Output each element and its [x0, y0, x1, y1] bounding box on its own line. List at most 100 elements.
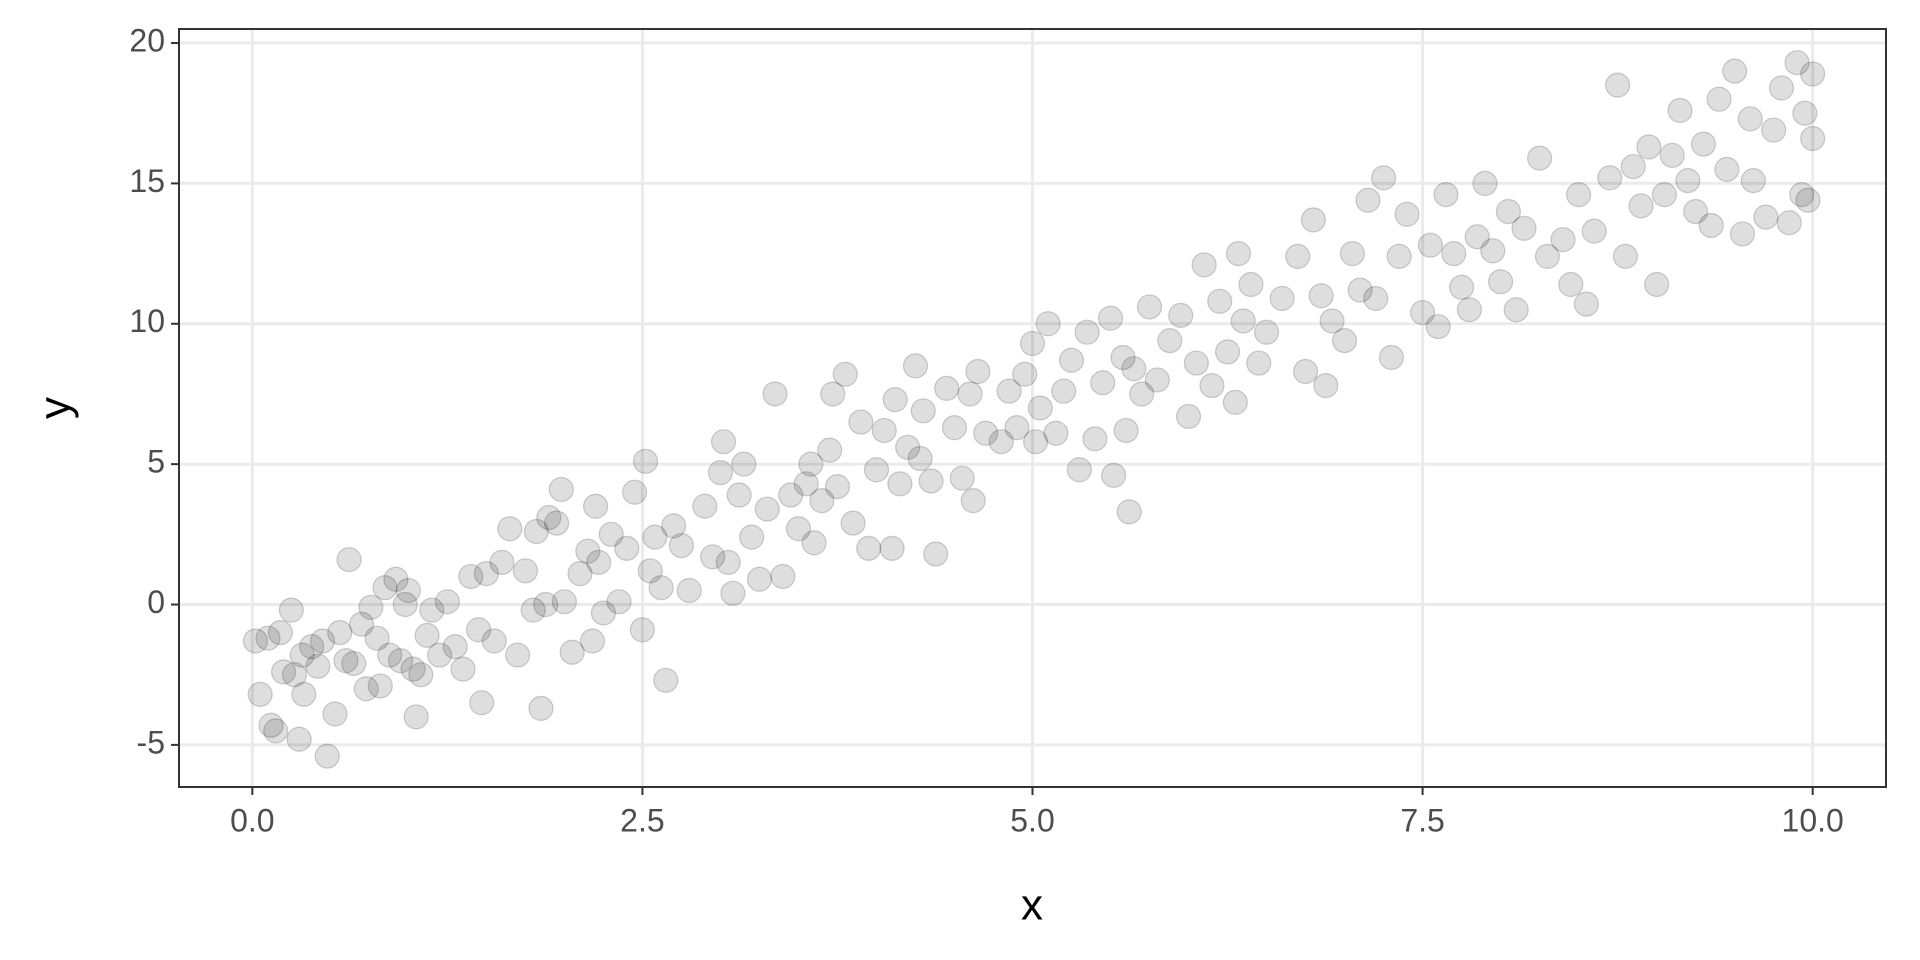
- point: [1101, 462, 1127, 488]
- point: [1558, 271, 1584, 298]
- point: [637, 558, 663, 584]
- points: [242, 50, 1826, 769]
- point: [520, 597, 546, 623]
- point: [559, 639, 585, 665]
- point: [579, 628, 606, 654]
- point: [798, 451, 824, 477]
- point: [1222, 389, 1248, 415]
- point: [1448, 274, 1475, 300]
- grid: [179, 29, 1886, 787]
- point: [1636, 134, 1662, 160]
- point: [1698, 212, 1724, 239]
- point: [305, 653, 331, 679]
- point: [1464, 224, 1490, 250]
- point: [642, 524, 668, 550]
- point: [333, 648, 359, 674]
- point: [247, 681, 273, 707]
- point: [1472, 170, 1498, 197]
- point: [1714, 156, 1740, 182]
- point: [497, 516, 523, 542]
- point: [1776, 210, 1802, 236]
- point: [614, 535, 640, 561]
- point: [289, 642, 315, 668]
- point: [469, 690, 495, 716]
- point: [832, 361, 858, 387]
- point: [1144, 367, 1170, 393]
- point: [267, 619, 294, 646]
- point: [887, 471, 913, 497]
- point: [949, 465, 975, 491]
- y-tick-label: -5: [137, 724, 165, 760]
- point: [1433, 182, 1459, 208]
- point: [1651, 182, 1678, 208]
- point: [400, 656, 426, 682]
- point: [824, 474, 851, 500]
- point: [543, 510, 570, 536]
- point: [1319, 308, 1345, 334]
- point: [1480, 238, 1506, 264]
- point: [762, 381, 788, 407]
- x-tick-label: 0.0: [230, 802, 274, 838]
- point: [512, 558, 538, 584]
- point: [809, 488, 835, 514]
- point: [1183, 350, 1209, 376]
- point: [1495, 198, 1522, 225]
- point: [353, 676, 379, 702]
- point: [902, 353, 929, 379]
- point: [632, 448, 659, 474]
- point: [1800, 61, 1826, 87]
- point: [358, 594, 384, 620]
- point: [1659, 142, 1685, 168]
- point: [1157, 328, 1183, 354]
- point: [1789, 182, 1815, 208]
- point: [941, 415, 968, 441]
- point: [1214, 339, 1241, 365]
- point: [590, 600, 617, 626]
- x-tick-label: 5.0: [1010, 802, 1054, 838]
- point: [1023, 429, 1049, 455]
- point: [278, 597, 304, 623]
- point: [1355, 187, 1381, 213]
- point: [1683, 198, 1709, 225]
- point: [1308, 283, 1334, 309]
- point: [1331, 328, 1358, 354]
- point: [1035, 311, 1061, 337]
- point: [1573, 291, 1600, 317]
- point: [372, 575, 398, 601]
- point: [314, 743, 340, 769]
- point: [1043, 420, 1069, 446]
- point: [1051, 378, 1077, 404]
- point: [1456, 297, 1482, 323]
- point: [1409, 299, 1436, 326]
- point: [1004, 415, 1030, 441]
- point: [918, 468, 944, 494]
- point: [1737, 106, 1763, 132]
- point: [281, 662, 308, 688]
- point: [1612, 243, 1639, 269]
- point: [739, 524, 765, 550]
- point: [1113, 417, 1139, 444]
- point: [1074, 319, 1100, 345]
- point: [1175, 403, 1202, 430]
- point: [960, 488, 986, 514]
- point: [622, 479, 648, 505]
- point: [848, 409, 874, 435]
- point: [1597, 165, 1623, 191]
- point: [322, 701, 348, 727]
- point: [1706, 86, 1732, 112]
- point: [291, 681, 317, 707]
- point: [533, 591, 559, 618]
- point: [1121, 356, 1147, 382]
- point: [450, 656, 476, 682]
- point: [1800, 125, 1826, 152]
- point: [1116, 499, 1142, 525]
- point: [1292, 358, 1319, 385]
- x-tick-label: 10.0: [1782, 802, 1844, 838]
- point: [583, 493, 609, 519]
- y-axis-title: y: [31, 397, 80, 419]
- point: [856, 535, 882, 561]
- point: [879, 535, 905, 561]
- point: [1792, 100, 1818, 126]
- y-tick-label: 5: [147, 444, 165, 480]
- point: [653, 667, 679, 693]
